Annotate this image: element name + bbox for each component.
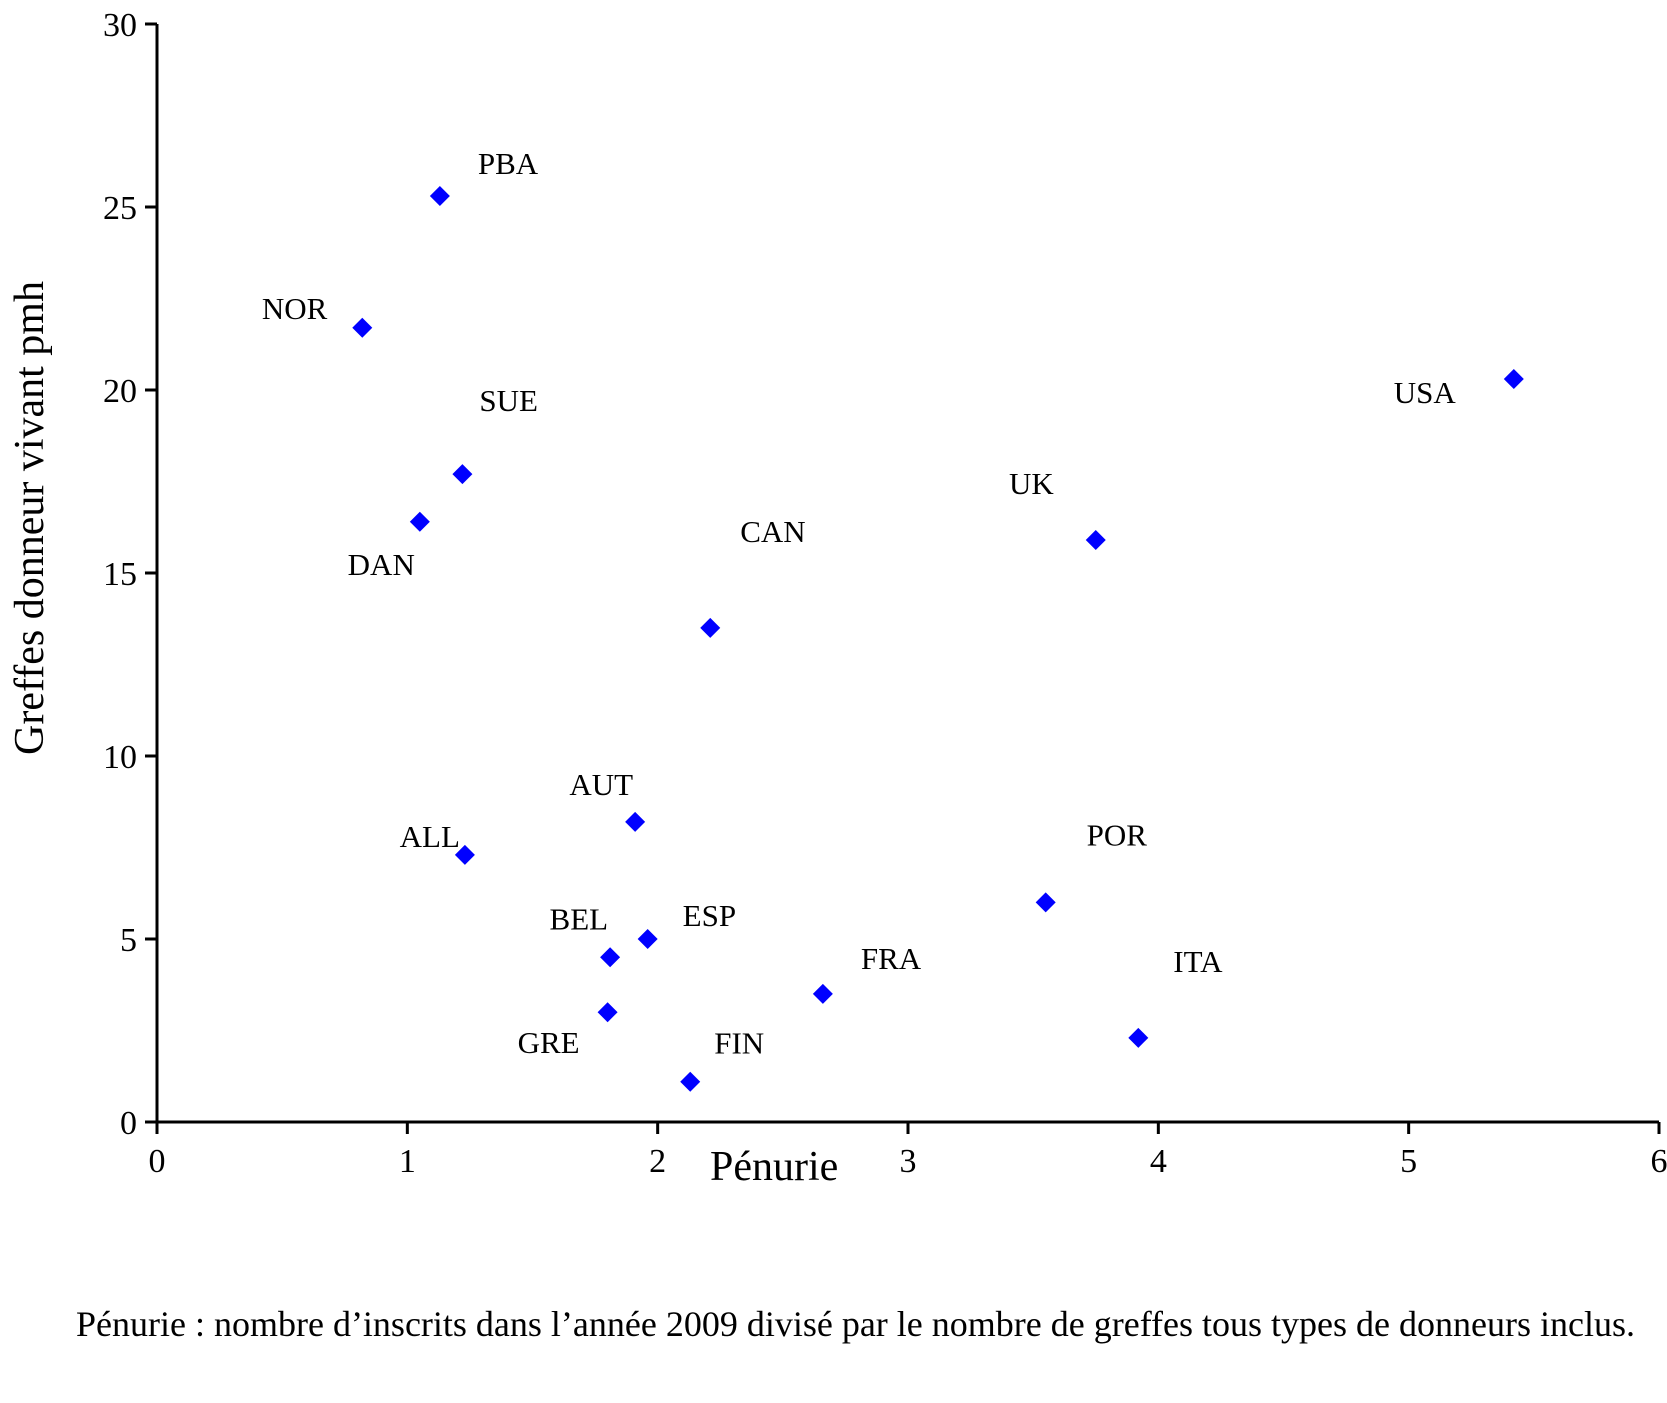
point-labels: PBA NOR SUE DAN CAN UK USA AUT ALL BEL ESP GRE FIN FR…: [262, 146, 1457, 1061]
point-label-esp: ESP: [683, 898, 736, 933]
data-point-all: [454, 844, 475, 865]
point-label-aut: AUT: [569, 767, 633, 802]
data-point-dan: [409, 511, 430, 532]
point-label-fra: FRA: [861, 941, 922, 976]
data-point-gre: [597, 1002, 618, 1023]
x-tick-label: 3: [900, 1143, 917, 1180]
data-point-can: [700, 617, 721, 638]
x-tick-label: 1: [399, 1143, 416, 1180]
point-label-all: ALL: [400, 819, 460, 854]
x-tick-label: 6: [1651, 1143, 1667, 1180]
x-tick-label: 2: [649, 1143, 666, 1180]
data-point-por: [1035, 892, 1056, 913]
x-axis-title: Pénurie: [710, 1144, 838, 1190]
y-tick-label: 0: [120, 1105, 137, 1142]
point-label-nor: NOR: [262, 291, 328, 326]
y-tick-label: 20: [103, 373, 137, 410]
data-point-usa: [1503, 369, 1524, 390]
point-label-uk: UK: [1009, 466, 1054, 501]
data-points: [352, 186, 1524, 1092]
scatter-chart: 0 1 2 3 4 5 6 0 5 10 15 20 25 30 PBA NOR SUE DAN CAN UK USA…: [7, 7, 1667, 1190]
ticks: 0 1 2 3 4 5 6 0 5 10 15 20 25 30: [103, 7, 1667, 1180]
point-label-can: CAN: [740, 514, 805, 549]
data-point-fin: [680, 1071, 701, 1092]
data-point-uk: [1085, 530, 1106, 551]
y-tick-label: 25: [103, 190, 137, 227]
point-label-fin: FIN: [714, 1026, 764, 1061]
point-label-usa: USA: [1394, 375, 1457, 410]
data-point-ita: [1128, 1027, 1149, 1048]
data-point-aut: [625, 811, 646, 832]
y-tick-label: 5: [120, 922, 137, 959]
data-point-esp: [637, 929, 658, 949]
y-tick-label: 15: [103, 556, 137, 593]
point-label-por: POR: [1087, 817, 1148, 852]
y-tick-label: 10: [103, 739, 137, 776]
x-tick-label: 5: [1400, 1143, 1417, 1180]
point-label-bel: BEL: [550, 901, 609, 936]
data-point-pba: [429, 186, 450, 207]
point-label-ita: ITA: [1173, 944, 1223, 979]
point-label-gre: GRE: [518, 1025, 580, 1060]
data-point-nor: [352, 317, 373, 338]
point-label-pba: PBA: [478, 146, 539, 181]
data-point-bel: [600, 947, 621, 968]
data-point-fra: [812, 983, 833, 1004]
y-tick-label: 30: [103, 7, 137, 44]
x-tick-label: 0: [149, 1143, 166, 1180]
point-label-sue: SUE: [479, 383, 538, 418]
data-point-sue: [452, 464, 473, 485]
footnote: Pénurie : nombre d’inscrits dans l’année…: [76, 1304, 1635, 1344]
x-tick-label: 4: [1150, 1143, 1167, 1180]
y-axis-title: Greffes donneur vivant pmh: [7, 281, 53, 755]
point-label-dan: DAN: [348, 547, 415, 582]
